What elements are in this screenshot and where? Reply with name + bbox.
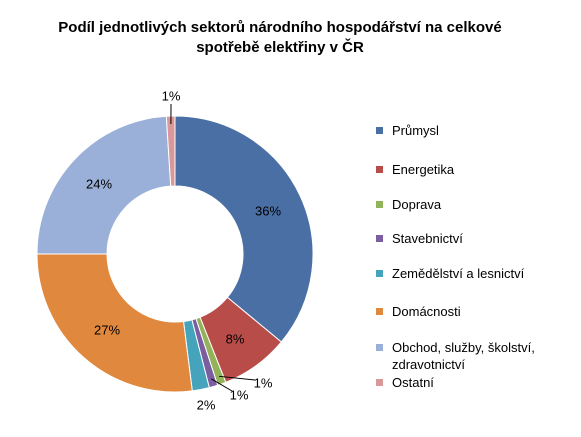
- legend-swatch-3: [376, 235, 383, 242]
- slice-6: [36, 115, 172, 255]
- legend-swatch-0: [376, 127, 383, 134]
- legend-label-3: Stavebnictví: [392, 231, 463, 246]
- chart-title-line-1: Podíl jednotlivých sektorů národního hos…: [58, 19, 502, 36]
- legend-swatch-4: [376, 270, 383, 277]
- chart-title: Podíl jednotlivých sektorů národního hos…: [0, 18, 560, 58]
- leader-line-3: [211, 378, 233, 392]
- slice-7: [165, 115, 176, 187]
- data-label-5: 27%: [94, 322, 120, 337]
- legend-swatch-1: [376, 166, 383, 173]
- data-label-4: 2%: [197, 397, 216, 412]
- legend-swatch-7: [376, 379, 383, 386]
- legend-label-1: Energetika: [392, 162, 455, 177]
- legend-label-6: Obchod, služby, školství, zdravotnictví: [392, 340, 535, 372]
- legend-swatch-6: [376, 344, 383, 351]
- data-label-0: 36%: [255, 203, 281, 218]
- data-label-3: 1%: [230, 387, 249, 402]
- leader-line-2: [218, 375, 256, 381]
- legend-label-4: Zemědělství a lesnictví: [392, 266, 525, 281]
- legend-label-5: Domácnosti: [392, 304, 461, 319]
- legend-label-2: Doprava: [392, 197, 442, 212]
- data-label-2: 1%: [254, 375, 273, 390]
- legend-label-7: Ostatní: [392, 375, 434, 390]
- data-label-7: 1%: [162, 88, 181, 103]
- data-label-6: 24%: [86, 176, 112, 191]
- legend-label-0: Průmysl: [392, 123, 439, 138]
- chart-title-line-2: spotřebě elektřiny v ČR: [196, 39, 364, 56]
- slice-0: [174, 115, 314, 343]
- legend-swatch-5: [376, 308, 383, 315]
- slice-5: [36, 253, 193, 393]
- data-label-1: 8%: [226, 331, 245, 346]
- legend-swatch-2: [376, 201, 383, 208]
